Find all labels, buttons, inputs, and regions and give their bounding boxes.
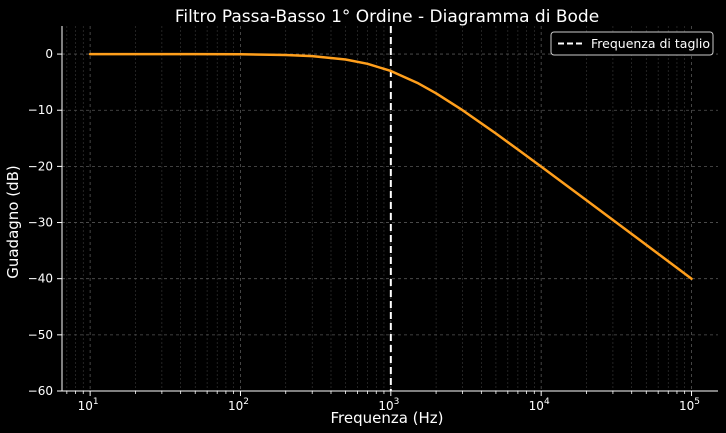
y-tick-label: −30 (28, 216, 53, 230)
y-tick-label: −10 (28, 103, 53, 117)
y-tick-label: −20 (28, 159, 53, 173)
y-tick-label: −60 (28, 384, 53, 398)
x-axis-label: Frequenza (Hz) (330, 409, 443, 427)
x-tick-label: 105 (679, 397, 700, 413)
chart-title: Filtro Passa-Basso 1° Ordine - Diagramma… (175, 7, 599, 27)
grid (62, 26, 718, 392)
legend-label: Frequenza di taglio (591, 36, 710, 51)
y-tick-label: 0 (45, 47, 53, 61)
legend-box (550, 31, 714, 56)
x-tick-label: 101 (78, 397, 99, 413)
ticks: 0 −10 −20 −30 −40 −50 −60 101 102 103 104 105 (28, 47, 700, 413)
y-axis-label: Guadagno (dB) (4, 165, 22, 279)
y-tick-label: −40 (28, 272, 53, 286)
gain-curve (88, 52, 693, 280)
y-tick-label: −50 (28, 328, 53, 342)
legend: Frequenza di taglio (550, 31, 714, 56)
series (88, 52, 693, 280)
x-tick-label: 104 (529, 397, 550, 413)
x-tick-label: 103 (378, 397, 399, 413)
x-tick-label: 102 (228, 397, 249, 413)
